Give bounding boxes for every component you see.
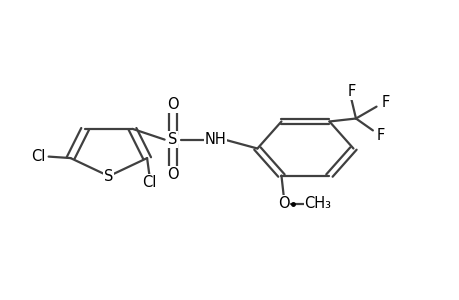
Text: S: S bbox=[168, 132, 177, 147]
Text: Cl: Cl bbox=[142, 175, 156, 190]
Text: O: O bbox=[277, 196, 289, 211]
Text: F: F bbox=[381, 95, 389, 110]
Text: CH₃: CH₃ bbox=[304, 196, 331, 211]
Text: O: O bbox=[167, 97, 178, 112]
Text: F: F bbox=[347, 84, 355, 99]
Text: F: F bbox=[376, 128, 384, 143]
Text: S: S bbox=[104, 169, 113, 184]
Text: NH: NH bbox=[204, 132, 226, 147]
Text: O: O bbox=[167, 167, 178, 182]
Text: Cl: Cl bbox=[31, 149, 45, 164]
